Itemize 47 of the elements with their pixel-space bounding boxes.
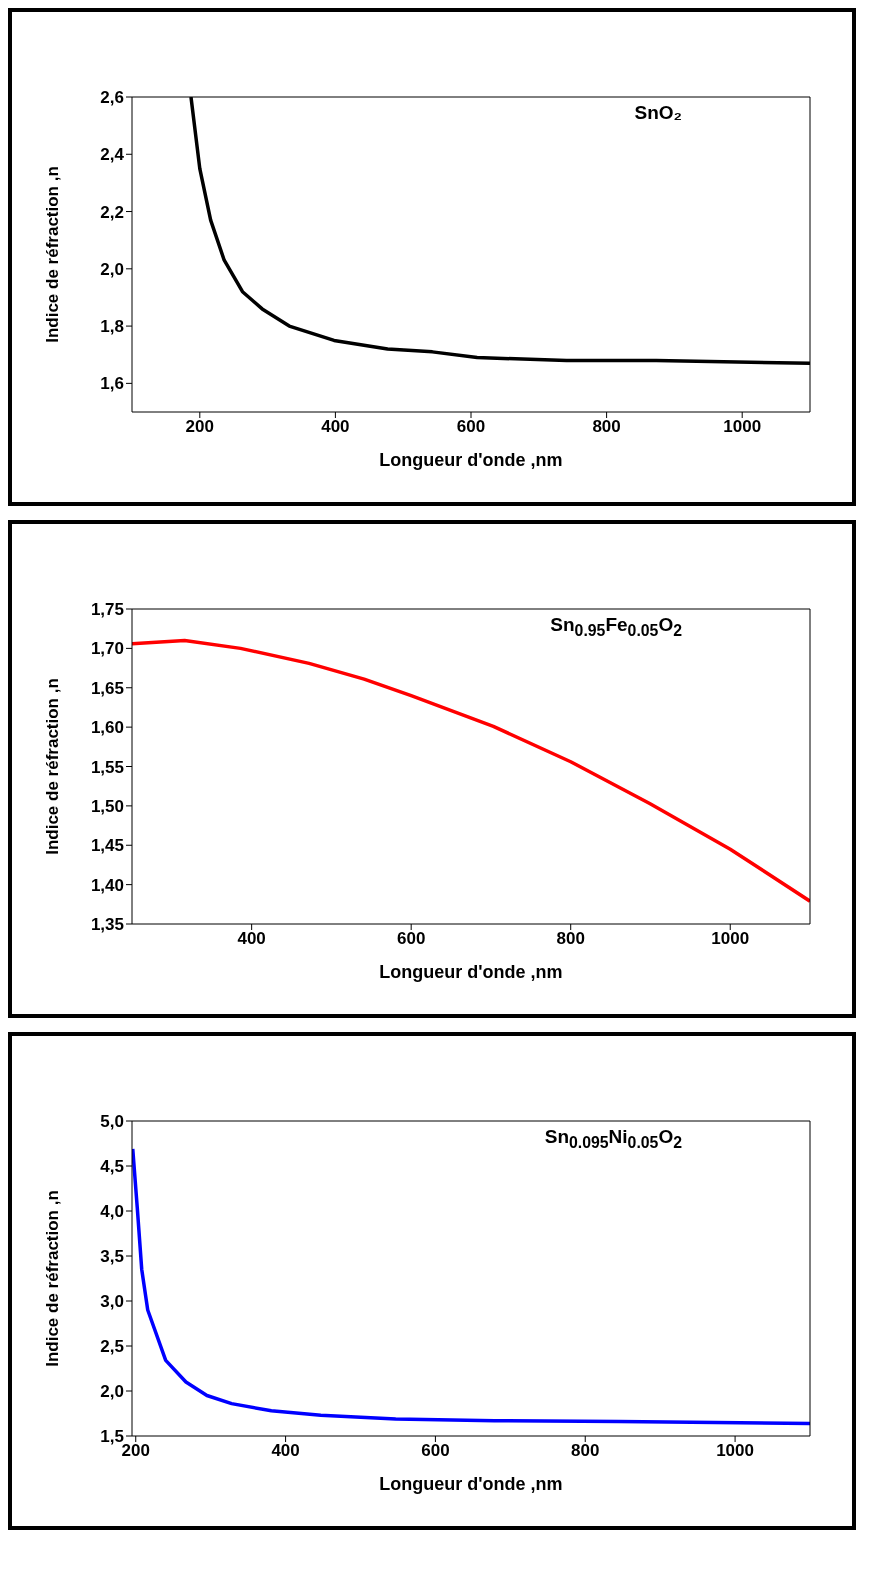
line-series [132, 1147, 810, 1426]
y-tick-label: 1,60 [90, 718, 124, 738]
y-tick-label: 3,0 [100, 1292, 124, 1312]
y-tick-label: 2,2 [100, 202, 124, 222]
x-axis-title: Longueur d'onde ,nm [379, 962, 563, 982]
y-tick-label: 1,35 [90, 915, 124, 935]
x-tick-label: 800 [571, 1441, 600, 1461]
y-tick-label: 1,8 [100, 317, 124, 337]
y-tick-label: 1,70 [90, 639, 124, 659]
x-tick-label: 1000 [716, 1441, 754, 1461]
x-tick-label: 200 [121, 1441, 150, 1461]
annotation: Sn$_{0.95}$Fe$_{0.05}$O$_{2}$ [550, 614, 682, 640]
y-axis-title: Indice de réfraction ,n [43, 166, 63, 343]
x-tick-label: 800 [592, 417, 621, 437]
y-tick-label: 1,75 [90, 600, 124, 620]
y-axis-title: Indice de réfraction ,n [43, 678, 63, 855]
y-tick-label: 1,65 [90, 678, 124, 698]
y-tick-label: 4,0 [100, 1202, 124, 1222]
x-tick-label: 400 [237, 929, 266, 949]
x-tick-label: 600 [396, 929, 426, 949]
x-tick-label: 400 [321, 417, 350, 437]
y-tick-label: 2,5 [100, 1337, 124, 1357]
x-tick-label: 600 [421, 1441, 450, 1461]
y-tick-label: 1,6 [100, 374, 124, 394]
y-tick-label: 2,0 [100, 259, 124, 279]
x-tick-label: 200 [185, 417, 214, 437]
y-tick-label: 2,6 [100, 88, 124, 108]
x-axis-title: Longueur d'onde ,nm [379, 450, 563, 470]
y-tick-label: 1,55 [90, 757, 124, 777]
y-tick-label: 3,5 [100, 1247, 124, 1267]
x-tick-label: 600 [456, 417, 486, 437]
annotation: Sn$_{0.095}$Ni$_{0.05}$O$_{2}$ [544, 1126, 682, 1152]
x-tick-label: 1000 [711, 929, 750, 949]
annotation: SnO₂ [634, 102, 682, 124]
x-tick-label: 400 [271, 1441, 300, 1461]
y-tick-label: 1,50 [90, 796, 124, 816]
x-axis-title: Longueur d'onde ,nm [379, 1474, 563, 1494]
y-tick-label: 4,5 [100, 1157, 124, 1177]
y-tick-label: 1,40 [90, 875, 124, 895]
x-tick-label: 800 [556, 929, 585, 949]
y-tick-label: 2,4 [100, 145, 125, 165]
y-axis-title: Indice de réfraction ,n [43, 1190, 63, 1367]
x-tick-label: 1000 [723, 417, 762, 437]
y-tick-label: 5,0 [100, 1112, 124, 1132]
line-series [132, 638, 810, 903]
y-tick-label: 2,0 [100, 1382, 124, 1402]
y-tick-label: 1,45 [90, 836, 124, 856]
